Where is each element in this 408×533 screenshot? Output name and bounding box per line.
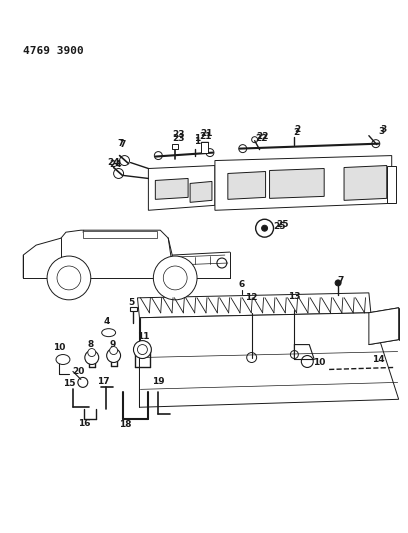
Polygon shape	[369, 308, 399, 345]
Text: 20: 20	[73, 367, 85, 376]
Text: 21: 21	[201, 129, 213, 138]
Text: 1: 1	[194, 134, 200, 143]
Circle shape	[110, 346, 118, 354]
Circle shape	[153, 256, 197, 300]
Text: 8: 8	[88, 340, 94, 349]
Text: 23: 23	[172, 134, 184, 143]
Text: 6: 6	[239, 280, 245, 289]
Text: 18: 18	[119, 419, 132, 429]
Text: 21: 21	[200, 132, 212, 141]
Text: 7: 7	[338, 277, 344, 286]
Ellipse shape	[56, 354, 70, 365]
Text: 22: 22	[255, 134, 268, 143]
Text: 4: 4	[104, 317, 110, 326]
Circle shape	[262, 225, 268, 231]
Text: 7: 7	[118, 139, 124, 148]
Polygon shape	[190, 181, 212, 203]
Polygon shape	[270, 168, 324, 198]
Circle shape	[47, 256, 91, 300]
Text: 12: 12	[246, 293, 258, 302]
Circle shape	[85, 351, 99, 365]
Circle shape	[106, 349, 121, 362]
Polygon shape	[155, 179, 188, 199]
Polygon shape	[387, 166, 396, 203]
Bar	[83, 231, 157, 238]
Text: 25: 25	[273, 222, 286, 231]
Polygon shape	[149, 166, 215, 211]
Text: 3: 3	[379, 127, 385, 136]
Text: 10: 10	[313, 358, 326, 367]
Text: 3: 3	[381, 125, 387, 134]
Text: 5: 5	[129, 298, 135, 308]
Text: 11: 11	[137, 332, 150, 341]
Text: 25: 25	[276, 220, 289, 229]
Text: 15: 15	[63, 379, 75, 388]
Text: 22: 22	[256, 132, 269, 141]
Text: 4769 3900: 4769 3900	[23, 46, 84, 56]
Text: 2: 2	[293, 128, 299, 137]
Polygon shape	[344, 166, 387, 200]
Polygon shape	[201, 142, 208, 152]
Ellipse shape	[102, 329, 115, 337]
Text: 9: 9	[109, 340, 116, 349]
Text: 7: 7	[120, 140, 126, 149]
Polygon shape	[140, 313, 399, 407]
Polygon shape	[228, 172, 266, 199]
Circle shape	[88, 349, 96, 357]
Bar	[129, 307, 137, 311]
Text: 19: 19	[152, 377, 164, 386]
Text: 1: 1	[194, 137, 200, 146]
Text: 2: 2	[294, 125, 300, 134]
Circle shape	[335, 280, 341, 286]
Text: 13: 13	[288, 292, 301, 301]
Text: 23: 23	[172, 130, 184, 139]
Polygon shape	[215, 156, 392, 211]
Text: 10: 10	[53, 343, 65, 352]
Polygon shape	[137, 293, 371, 318]
Text: 24: 24	[109, 160, 122, 169]
Circle shape	[133, 341, 151, 359]
Bar	[172, 144, 178, 149]
Text: 24: 24	[107, 158, 120, 167]
Text: 14: 14	[373, 355, 385, 364]
Text: 16: 16	[78, 419, 90, 427]
Text: 17: 17	[98, 377, 110, 386]
